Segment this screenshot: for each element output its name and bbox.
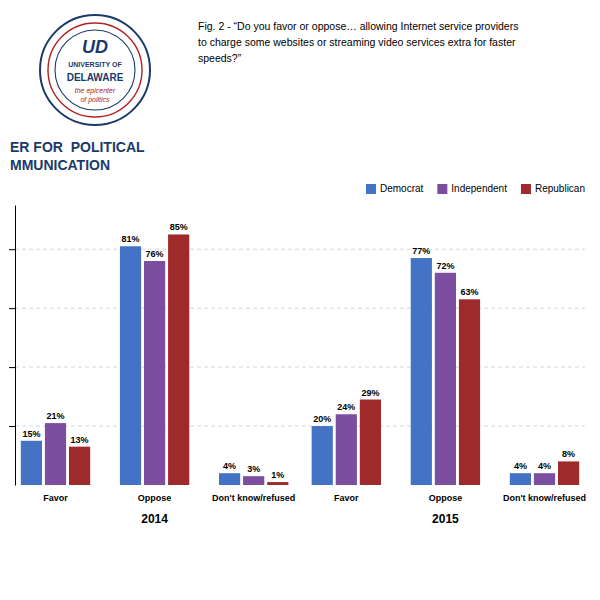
- data-label: 72%: [436, 261, 454, 271]
- data-labels: 15% 81% 4% 20% 77% 4% 21% 76% 3% 24% 72% 4% 13% 85% 1%…: [22, 222, 575, 480]
- legend-label: Republican: [535, 183, 585, 194]
- bar: [69, 447, 90, 485]
- title: Fig. 2 - “Do you favor or oppose… allowi…: [198, 20, 518, 32]
- bar: [510, 473, 531, 485]
- y-tick-mark: [9, 249, 15, 250]
- data-label: 24%: [337, 402, 355, 412]
- legend-label: Democrat: [380, 183, 424, 194]
- logo: [40, 15, 150, 125]
- grid-line: [15, 367, 585, 368]
- legend-item: Republican: [521, 183, 585, 194]
- grid-line: [15, 426, 585, 427]
- logo-ring: [55, 30, 135, 110]
- grid-line: [15, 308, 585, 309]
- data-label: 85%: [170, 222, 188, 232]
- data-label: 20%: [313, 414, 331, 424]
- data-label: 1%: [271, 470, 284, 480]
- annotation: DELAWARE: [67, 72, 124, 83]
- bar: [45, 423, 66, 485]
- title: to charge some websites or streaming vid…: [198, 36, 516, 48]
- bar: [411, 258, 432, 485]
- legend: Democrat Independent Republican: [366, 183, 585, 194]
- bar: [534, 473, 555, 485]
- annotation: the epicenter: [75, 87, 116, 95]
- x-axis: Favor Oppose Don't know/refused Favor Oppose…: [43, 493, 586, 526]
- data-label: 77%: [412, 246, 430, 256]
- y-tick-mark: [9, 367, 15, 368]
- x-group-label: 2015: [432, 512, 459, 526]
- x-tick-label: Oppose: [429, 493, 463, 503]
- chart-svg: UD UNIVERSITY OF DELAWARE the epicenterof p…: [0, 0, 600, 600]
- bar: [558, 461, 579, 485]
- data-label: 63%: [460, 287, 478, 297]
- annotation: UD: [82, 37, 108, 57]
- x-tick-label: Favor: [43, 493, 68, 503]
- annotation: UNIVERSITY OF: [68, 61, 122, 68]
- data-label: 4%: [538, 461, 551, 471]
- bar: [435, 273, 456, 485]
- y-tick: [9, 367, 15, 368]
- bar: [219, 473, 240, 485]
- data-label: 4%: [223, 461, 236, 471]
- x-group-label: 2014: [141, 512, 168, 526]
- x-tick-label: Oppose: [138, 493, 172, 503]
- bars: [21, 234, 579, 485]
- data-label: 81%: [121, 234, 139, 244]
- bar: [267, 482, 288, 485]
- legend-swatch: [521, 184, 531, 194]
- bar: [336, 414, 357, 485]
- logo-ring: [40, 15, 150, 125]
- y-axis-line: [15, 206, 16, 486]
- legend-label: Independent: [451, 183, 507, 194]
- data-label: 76%: [146, 249, 164, 259]
- title: speeds?”: [198, 52, 242, 64]
- bar: [168, 234, 189, 485]
- bar: [243, 476, 264, 485]
- y-axis: [9, 206, 16, 486]
- bar: [21, 441, 42, 485]
- y-tick: [9, 249, 15, 250]
- legend-swatch: [437, 184, 447, 194]
- annotation: MMUNICATION: [10, 157, 110, 173]
- y-tick-mark: [9, 308, 15, 309]
- data-label: 4%: [514, 461, 527, 471]
- data-label: 3%: [247, 464, 260, 474]
- data-label: 13%: [71, 435, 89, 445]
- grid-line: [15, 249, 585, 250]
- data-label: 8%: [562, 449, 575, 459]
- bar: [459, 299, 480, 485]
- y-tick-mark: [9, 426, 15, 427]
- bar: [144, 261, 165, 485]
- data-label: 15%: [22, 429, 40, 439]
- data-label: 29%: [361, 388, 379, 398]
- y-tick: [9, 426, 15, 427]
- annotation: of politics: [80, 96, 110, 104]
- x-tick-label: Favor: [334, 493, 359, 503]
- logo-ring: [48, 23, 142, 117]
- x-tick-label: Don't know/refused: [212, 493, 295, 503]
- legend-item: Democrat: [366, 183, 424, 194]
- legend-item: Independent: [437, 183, 507, 194]
- y-tick: [9, 308, 15, 309]
- grid: [15, 249, 585, 426]
- data-label: 21%: [46, 411, 64, 421]
- bar: [120, 246, 141, 485]
- legend-swatch: [366, 184, 376, 194]
- bar: [360, 400, 381, 485]
- x-tick-label: Don't know/refused: [503, 493, 586, 503]
- bar: [312, 426, 333, 485]
- annotation: ER FOR POLITICAL: [10, 139, 145, 155]
